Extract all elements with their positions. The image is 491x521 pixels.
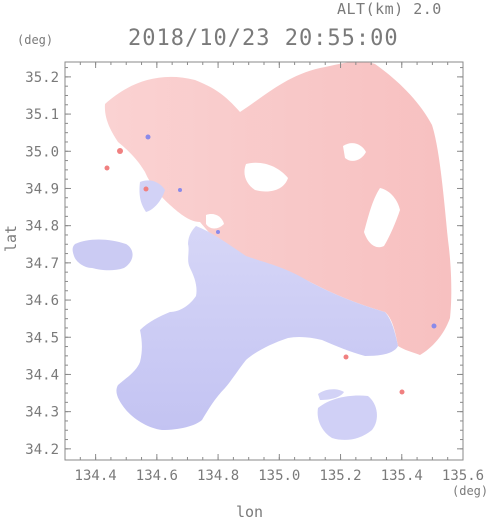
- datetime-title: 2018/10/23 20:55:00: [128, 26, 399, 51]
- x-tick-label: 135.6: [442, 468, 484, 484]
- strong-approaching-core-1: [145, 134, 151, 140]
- strong-receding-core-3: [143, 186, 149, 192]
- y-tick-label: 34.9: [25, 181, 59, 197]
- x-axis-label: lon: [236, 503, 264, 521]
- x-tick-label: 135.0: [258, 468, 300, 484]
- y-unit-label: (deg): [17, 33, 54, 47]
- echo-gap-1: [343, 143, 366, 161]
- y-tick-label: 34.4: [25, 367, 59, 383]
- y-tick-label: 34.6: [25, 293, 59, 309]
- strong-receding-core-4: [343, 354, 349, 360]
- echo-gap-4: [206, 214, 224, 229]
- y-tick-label: 34.5: [25, 330, 59, 346]
- echo-field: [72, 61, 452, 440]
- approaching-echo-patch-island: [318, 389, 344, 400]
- strong-approaching-core-4: [431, 323, 437, 329]
- strong-approaching-core-3: [216, 230, 220, 234]
- echo-gap-3: [244, 162, 288, 192]
- y-tick-label: 34.8: [25, 219, 59, 235]
- y-tick-label: 34.3: [25, 405, 59, 421]
- x-tick-label: 135.4: [381, 468, 423, 484]
- approaching-echo-patch-west: [72, 239, 133, 271]
- x-tick-label: 135.2: [319, 468, 361, 484]
- x-unit-label: (deg): [452, 484, 489, 498]
- approaching-echo-patch-southeast: [317, 395, 377, 440]
- approaching-echo-region: [116, 226, 398, 430]
- altitude-label: ALT(km) 2.0: [337, 0, 442, 18]
- strong-receding-core-5: [399, 389, 405, 395]
- x-tick-label: 134.6: [136, 468, 178, 484]
- strong-approaching-core-2: [178, 188, 182, 192]
- y-tick-label: 35.1: [25, 107, 59, 123]
- echo-gap-2: [364, 188, 400, 248]
- y-tick-label: 35.0: [25, 144, 59, 160]
- y-tick-label: 34.2: [25, 442, 59, 458]
- receding-echo-region: [104, 61, 452, 355]
- strong-receding-core-1: [117, 148, 123, 154]
- strong-receding-core-2: [104, 165, 110, 171]
- y-tick-label: 35.2: [25, 70, 59, 86]
- y-tick-label: 34.7: [25, 256, 59, 272]
- x-tick-label: 134.8: [197, 468, 239, 484]
- x-tick-label: 134.4: [75, 468, 117, 484]
- axis-ticks: 134.4 134.6 134.8 135.0 135.2 135.4 135.6 35.2 3…: [25, 62, 484, 484]
